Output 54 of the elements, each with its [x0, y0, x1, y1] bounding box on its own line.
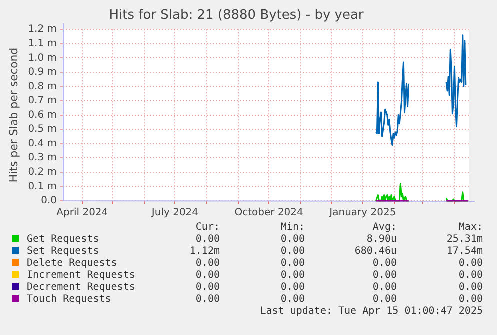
text: 0.00 — [280, 282, 305, 294]
text: 0.00 — [194, 294, 220, 306]
y-tick-label: 1.0 m — [28, 52, 58, 64]
text: 0.00 — [372, 282, 397, 294]
legend-label: Get Requests — [26, 234, 100, 246]
x-tick-label: July 2024 — [150, 208, 199, 219]
y-tick-label: 0.6 m — [28, 110, 58, 121]
y-tick-label: 0.1 m — [28, 181, 58, 192]
x-tick-label: April 2024 — [56, 208, 108, 219]
text: Cur: — [194, 222, 220, 234]
text: 0.00 — [372, 294, 397, 306]
text: 1.12m — [188, 246, 220, 258]
text: 0.00 — [194, 234, 220, 246]
text: Last update: Tue Apr 15 01:00:47 2025 — [260, 306, 483, 317]
text: 0.00 — [194, 270, 220, 282]
y-tick-label: 0.4 m — [28, 138, 58, 150]
text: 0.00 — [280, 270, 305, 282]
y-axis-title: Hits per Slab per second — [7, 48, 20, 183]
text: 0.00 — [372, 258, 397, 270]
text: 0.00 — [458, 294, 483, 306]
text: Min: — [280, 222, 305, 234]
legend-label: Set Requests — [26, 246, 100, 258]
legend-label: Delete Requests — [26, 258, 118, 270]
text: 0.00 — [458, 282, 483, 294]
text: 0.00 — [458, 258, 483, 270]
chart-title: Hits for Slab: 21 (8880 Bytes) - by year — [109, 8, 364, 24]
text: 0.00 — [280, 246, 305, 258]
text: 25.31m — [446, 234, 483, 246]
text: 17.54m — [446, 246, 483, 258]
text: 0.00 — [280, 234, 305, 246]
legend-label: Touch Requests — [26, 294, 112, 306]
y-tick-label: 0.9 m — [28, 67, 58, 78]
y-tick-label: 0.0 — [41, 196, 58, 207]
legend-label: Increment Requests — [26, 270, 136, 282]
y-tick-label: 1.1 m — [28, 38, 58, 50]
legend-label: Decrement Requests — [26, 282, 136, 294]
text: 680.46u — [354, 246, 397, 258]
text: 0.00 — [194, 282, 220, 294]
text: 0.00 — [458, 270, 483, 282]
text: 0.00 — [280, 294, 305, 306]
x-tick-label: October 2024 — [234, 208, 304, 219]
text: Max: — [458, 222, 483, 234]
text: 0.00 — [280, 258, 305, 270]
y-tick-label: 0.2 m — [28, 167, 58, 178]
y-tick-label: 0.7 m — [28, 96, 58, 107]
y-tick-label: 1.2 m — [28, 24, 58, 36]
y-tick-label: 0.5 m — [28, 124, 58, 136]
text: 0.00 — [194, 258, 220, 270]
text: 8.90u — [366, 234, 397, 246]
text: Avg: — [372, 222, 397, 234]
x-tick-label: January 2025 — [328, 208, 396, 219]
text: 0.00 — [372, 270, 397, 282]
y-tick-label: 0.8 m — [28, 81, 58, 92]
y-tick-label: 0.3 m — [28, 152, 58, 164]
